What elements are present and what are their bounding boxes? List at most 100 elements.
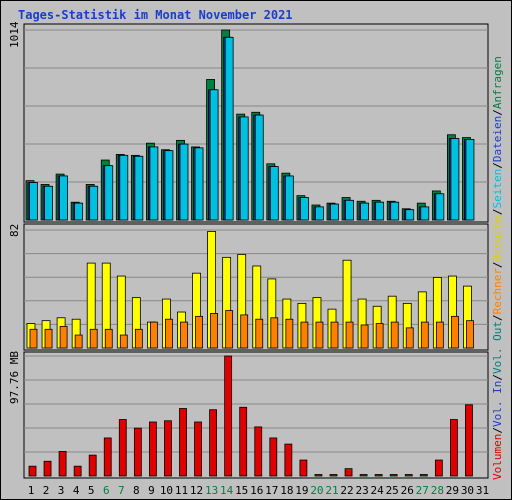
day-label: 17 [265, 484, 279, 497]
bar-seiten [405, 209, 415, 221]
bar-seiten [149, 146, 159, 221]
bar-seiten [330, 203, 339, 221]
legend-separator: / [491, 314, 504, 322]
bar-rechner [59, 326, 68, 349]
legend: Volumen/Vol. In/Vol. Out/Rechner/Besuche… [491, 56, 504, 480]
legend-item: Vol. Out [491, 321, 504, 375]
bar-seiten [435, 193, 445, 221]
day-label: 18 [280, 484, 294, 497]
bar-seiten [284, 175, 294, 221]
day-label: 15 [235, 484, 249, 497]
day-label: 8 [133, 484, 140, 497]
bar-rechner [240, 314, 249, 349]
day-label: 2 [42, 484, 50, 497]
bar-seiten [29, 182, 38, 221]
day-label: 14 [220, 484, 234, 497]
bar-volumen [209, 409, 218, 477]
bar-rechner [134, 328, 143, 349]
bar-rechner [195, 315, 203, 349]
bar-volumen [344, 468, 353, 477]
bar-seiten [345, 199, 354, 221]
legend-item: Anfragen [491, 56, 504, 110]
legend-separator: / [491, 427, 504, 434]
day-label: 31 [475, 484, 490, 497]
legend-separator: / [491, 109, 504, 116]
bar-rechner [435, 321, 444, 349]
legend-separator: / [491, 261, 504, 269]
bar-rechner [466, 320, 474, 349]
page-title: Tages-Statistik im Monat November 2021 [18, 8, 293, 22]
bar-volumen [419, 474, 428, 477]
day-label: 10 [159, 484, 174, 497]
bar-seiten [465, 139, 475, 221]
bar-seiten [299, 197, 309, 221]
bar-volumen [465, 404, 473, 477]
bar-seiten [179, 143, 189, 221]
day-label: 26 [400, 484, 414, 497]
bar-volumen [133, 427, 142, 477]
bar-rechner [119, 334, 128, 349]
bar-rechner [285, 318, 294, 349]
bar-rechner [330, 321, 339, 349]
bar-volumen [284, 443, 293, 477]
legend-separator: / [491, 162, 504, 169]
bar-seiten [104, 165, 114, 221]
bar-rechner [44, 328, 53, 349]
day-label: 7 [117, 484, 125, 497]
day-label: 1 [27, 484, 35, 497]
bar-seiten [420, 206, 430, 221]
bar-volumen [164, 420, 172, 477]
day-label: 30 [460, 484, 475, 497]
bar-volumen [374, 474, 383, 477]
day-label: 25 [385, 484, 399, 497]
bar-seiten [390, 201, 400, 221]
bar-volumen [58, 451, 67, 477]
bar-volumen [179, 408, 187, 477]
bar-seiten [315, 206, 324, 221]
bar-rechner [165, 318, 173, 349]
day-label: 11 [174, 484, 189, 497]
bar-volumen [88, 454, 97, 477]
day-label: 19 [295, 484, 309, 497]
day-label: 3 [57, 484, 65, 497]
bar-seiten [360, 202, 370, 221]
legend-item: Seiten [491, 168, 504, 209]
bar-rechner [180, 321, 188, 349]
bar-rechner [390, 321, 399, 349]
day-label: 24 [370, 484, 384, 497]
bar-rechner [315, 321, 324, 349]
day-label: 20 [310, 484, 324, 497]
bar-volumen [254, 426, 263, 477]
bar-volumen [389, 474, 398, 477]
bar-rechner [89, 328, 98, 349]
bar-volumen [28, 465, 37, 477]
bar-seiten [450, 138, 460, 221]
bar-volumen [43, 460, 52, 477]
legend-separator: / [491, 374, 504, 381]
bar-seiten [269, 166, 279, 221]
bar-volumen [103, 437, 112, 477]
bar-rechner [74, 334, 83, 349]
bar-seiten [89, 185, 99, 221]
bar-volumen [194, 421, 202, 477]
bar-volumen [118, 419, 127, 477]
legend-item: Rechner [491, 268, 504, 315]
bar-rechner [270, 317, 279, 349]
day-label: 23 [355, 484, 369, 497]
bar-seiten [74, 202, 84, 221]
bar-seiten [375, 201, 385, 221]
day-label: 28 [430, 484, 444, 497]
bar-rechner [225, 310, 234, 349]
bar-seiten [209, 89, 219, 221]
bar-rechner [300, 321, 309, 349]
bar-rechner [345, 321, 354, 349]
bar-volumen [434, 459, 443, 477]
day-label: 21 [325, 484, 339, 497]
bar-seiten [164, 150, 174, 221]
bar-rechner [420, 321, 429, 349]
bar-rechner [405, 327, 414, 349]
bar-volumen [314, 474, 323, 477]
bar-seiten [59, 175, 68, 221]
day-label: 13 [204, 484, 219, 497]
